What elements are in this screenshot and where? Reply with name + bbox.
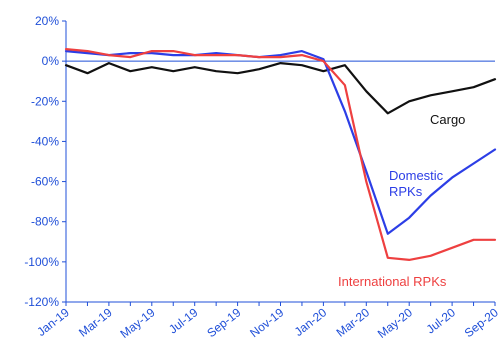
x-tick-label: Sep-20 bbox=[462, 305, 501, 340]
cargo-label: Cargo bbox=[430, 112, 465, 127]
y-tick-label: -20% bbox=[31, 94, 59, 108]
series-line-international-rpks bbox=[64, 47, 497, 261]
y-tick-label: -100% bbox=[24, 255, 59, 269]
y-tick-label: -120% bbox=[24, 295, 59, 309]
y-tick-label: 20% bbox=[35, 14, 59, 28]
x-tick-label: Jan-20 bbox=[292, 305, 330, 339]
x-tick-label: Mar-20 bbox=[334, 305, 373, 340]
x-tick-label: Jan-19 bbox=[34, 305, 72, 339]
y-tick-label: -40% bbox=[31, 134, 59, 148]
x-tick-label: Sep-19 bbox=[204, 305, 243, 340]
x-tick-label: May-20 bbox=[375, 305, 415, 341]
x-tick-label: Mar-19 bbox=[76, 305, 115, 340]
y-tick-label: -60% bbox=[31, 175, 59, 189]
x-tick-label: Jul-19 bbox=[166, 305, 201, 336]
series-line-cargo bbox=[64, 61, 497, 115]
domestic-label-line1: Domestic bbox=[389, 168, 444, 183]
y-tick-labels: 20% 0% -20% -40% -60% -80% -100% -120% bbox=[24, 14, 66, 309]
series-line-domestic-rpks bbox=[64, 49, 497, 235]
y-tick-label: -80% bbox=[31, 215, 59, 229]
x-tick-labels: Jan-19 Mar-19 May-19 Jul-19 Sep-19 Nov-19 Jan-… bbox=[34, 302, 501, 341]
x-tick-label: May-19 bbox=[117, 305, 157, 341]
domestic-label-line2: RPKs bbox=[389, 184, 423, 199]
x-tick-label: Nov-19 bbox=[247, 305, 286, 340]
international-label: International RPKs bbox=[338, 274, 447, 289]
x-tick-label: Jul-20 bbox=[424, 305, 459, 336]
series-lines bbox=[64, 47, 497, 261]
y-tick-label: 0% bbox=[42, 54, 60, 68]
